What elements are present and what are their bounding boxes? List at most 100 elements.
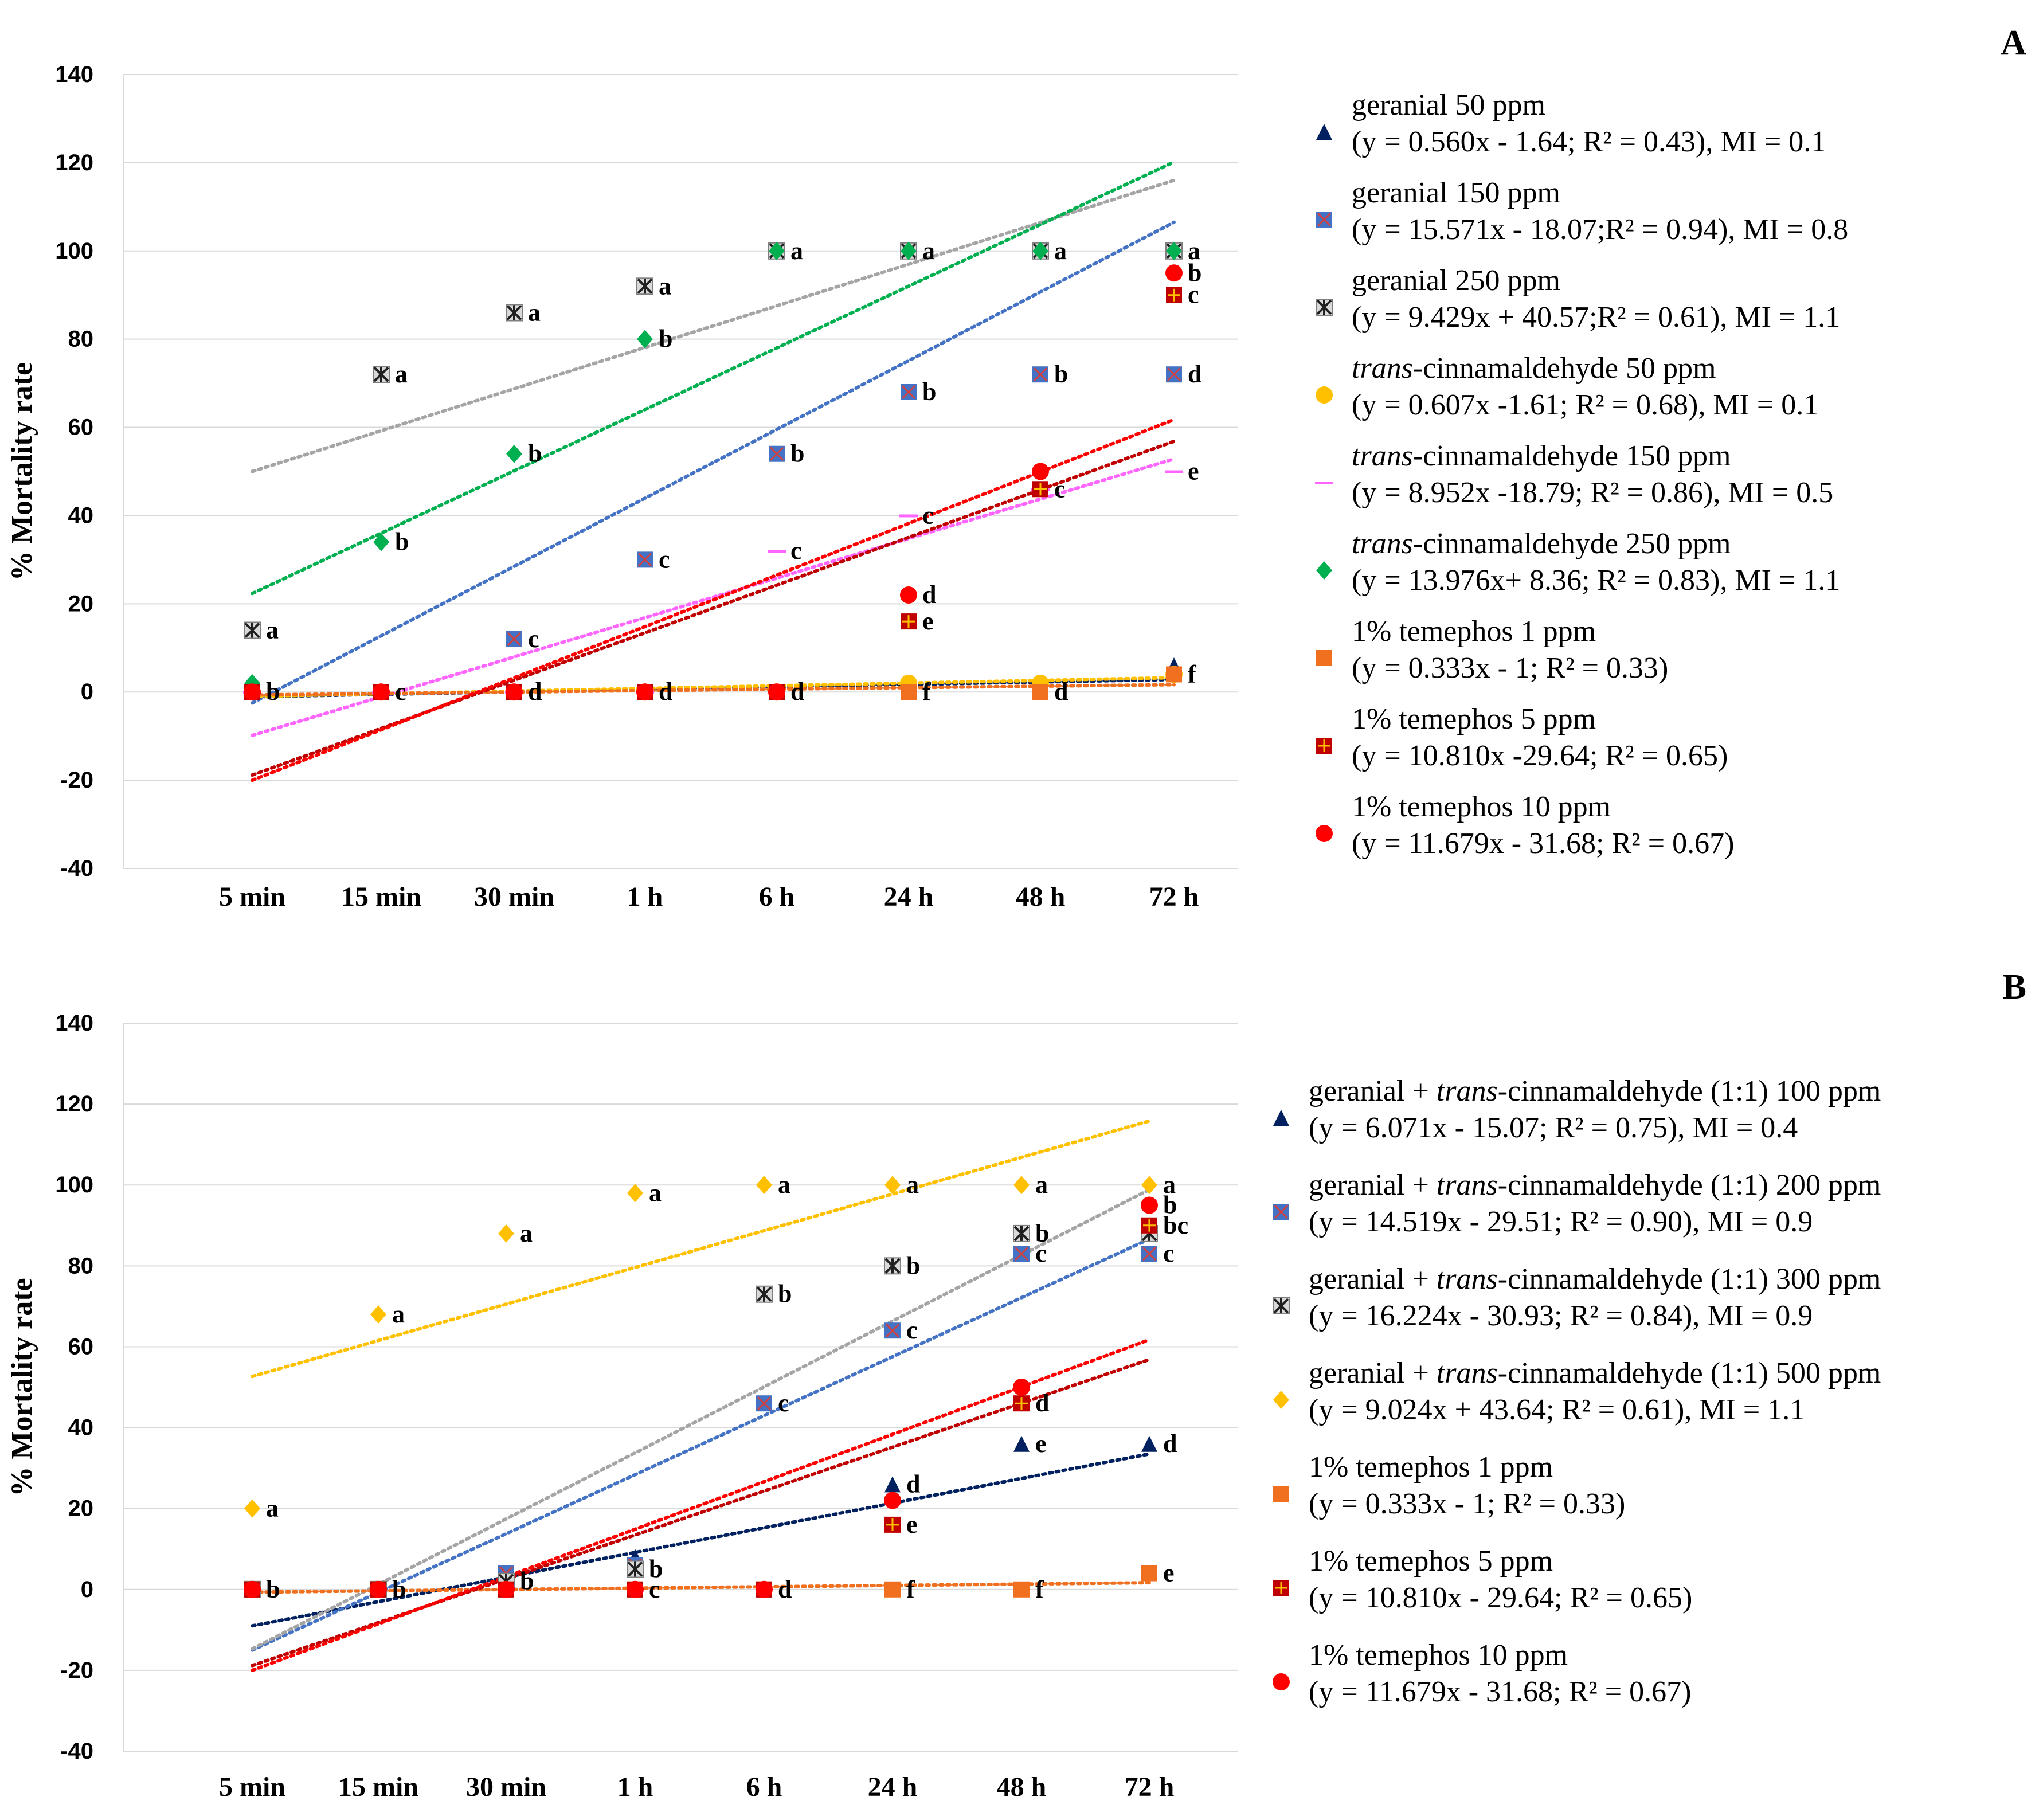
trendline-2 <box>251 1188 1151 1651</box>
data-point-asterisk <box>627 1561 643 1577</box>
significance-letter: d <box>1035 1389 1049 1417</box>
y-tick-label: -40 <box>60 856 93 881</box>
legend: geranial 50 ppm (y = 0.560x - 1.64; R² = … <box>1315 89 1848 860</box>
significance-letter: a <box>395 360 408 388</box>
significance-letter: b <box>1163 1191 1177 1219</box>
significance-letter: d <box>922 581 936 609</box>
trendline-1 <box>251 1237 1151 1652</box>
trendline-8 <box>251 418 1176 782</box>
significance-letter: bc <box>1163 1211 1188 1239</box>
significance-letter: c <box>528 625 539 653</box>
data-point-dash <box>1165 470 1183 473</box>
significance-letter: b <box>649 1555 663 1583</box>
x-tick-label: 6 h <box>746 1772 782 1802</box>
significance-letter: b <box>266 1575 280 1603</box>
data-point-diamond <box>637 330 653 349</box>
significance-letter: c <box>922 501 934 529</box>
legend-name-part: geranial + <box>1309 1075 1437 1107</box>
trendline-1 <box>251 220 1176 705</box>
significance-letter: f <box>1035 1575 1044 1603</box>
data-point-cross <box>886 1518 899 1531</box>
legend-equation: (y = 14.519x - 29.51; R² = 0.90), MI = 0… <box>1309 1205 1813 1238</box>
data-point-diamond <box>627 1184 643 1203</box>
legend-name-part: -cinnamaldehyde 150 ppm <box>1413 440 1731 472</box>
legend-marker-asterisk <box>1273 1298 1289 1314</box>
data-point-dash <box>899 514 918 518</box>
data-point-diamond <box>370 1305 386 1324</box>
significance-letter: b <box>906 1251 920 1279</box>
data-point-circle <box>884 1492 901 1509</box>
significance-letter: c <box>790 537 802 565</box>
data-point-square <box>1166 666 1182 683</box>
legend-name-italic: trans <box>1437 1169 1498 1201</box>
data-point-cross <box>1033 367 1048 382</box>
data-point-asterisk <box>373 366 389 382</box>
data-point-circle <box>244 683 261 701</box>
significance-letter: c <box>395 678 406 706</box>
data-point-cross <box>1143 1219 1156 1232</box>
legend-name-part: -cinnamaldehyde (1:1) 200 ppm <box>1498 1169 1881 1201</box>
y-tick-label: 40 <box>68 1415 94 1441</box>
x-tick-label: 72 h <box>1125 1772 1175 1802</box>
x-tick-label: 48 h <box>1016 882 1066 912</box>
data-point-asterisk <box>637 278 653 294</box>
legend-marker-cross <box>1274 1204 1289 1219</box>
data-point-triangle <box>1013 1435 1030 1452</box>
y-tick-label: 80 <box>68 1253 94 1278</box>
trendline-6 <box>251 1338 1151 1672</box>
legend-equation: (y = 9.429x + 40.57;R² = 0.61), MI = 1.1 <box>1352 301 1840 334</box>
significance-letter: d <box>790 678 804 706</box>
legend-marker-triangle <box>1316 124 1332 140</box>
legend-marker-asterisk <box>1316 299 1332 315</box>
data-point-diamond <box>756 1176 772 1195</box>
legend-equation: (y = 15.571x - 18.07;R² = 0.94), MI = 0.… <box>1352 213 1848 246</box>
gridlines <box>123 1023 1238 1752</box>
significance-letter: a <box>1188 237 1200 265</box>
significance-letter: b <box>790 440 804 468</box>
data-point-square <box>884 1581 901 1598</box>
legend-name-italic: trans <box>1352 440 1413 472</box>
legend-equation: (y = 9.024x + 43.64; R² = 0.61), MI = 1.… <box>1309 1394 1805 1426</box>
legend-name-part: -cinnamaldehyde 250 ppm <box>1413 527 1731 560</box>
legend-name-italic: trans <box>1437 1263 1498 1295</box>
y-axis-title: % Mortality rate <box>6 362 38 581</box>
series-2: a a a a <box>244 242 1183 644</box>
data-point-asterisk <box>884 1258 901 1274</box>
y-tick-label: 120 <box>55 150 93 175</box>
significance-letter: a <box>266 1494 279 1522</box>
y-tick-label: 140 <box>55 1011 93 1036</box>
significance-letter: d <box>528 678 542 706</box>
legend-marker-cross <box>1317 212 1332 227</box>
legend-series-name: trans-cinnamaldehyde 150 ppm <box>1352 440 1731 472</box>
significance-letter: d <box>1054 678 1068 706</box>
trendline-3 <box>251 1119 1151 1379</box>
significance-letter: e <box>1188 457 1199 486</box>
legend-name-part: -cinnamaldehyde (1:1) 100 ppm <box>1498 1075 1881 1107</box>
series-8: b c d d ddb <box>244 259 1201 706</box>
legend-series-name: 1% temephos 5 ppm <box>1309 1545 1553 1578</box>
chart-panel-a: A -40 -20 0 20 40 60 80 100 120 140 % Mortality rat… <box>6 24 2026 912</box>
data-point-diamond <box>506 444 522 463</box>
significance-letter: b <box>520 1567 534 1595</box>
data-point-circle <box>1141 1196 1158 1214</box>
data-point-cross <box>1014 1247 1029 1261</box>
data-point-cross <box>1167 367 1181 382</box>
data-point-diamond <box>769 241 785 260</box>
data-point-cross <box>1168 288 1180 302</box>
x-tick-label: 15 min <box>341 882 421 912</box>
legend-series-name: trans-cinnamaldehyde 50 ppm <box>1352 352 1716 385</box>
significance-letter: e <box>1035 1430 1047 1458</box>
significance-letter: b <box>395 528 409 556</box>
legend-marker-circle <box>1273 1673 1290 1690</box>
data-point-circle <box>900 586 917 604</box>
legend-equation: (y = 0.607x -1.61; R² = 0.68), MI = 0.1 <box>1352 389 1818 421</box>
legend-marker-square <box>1273 1486 1289 1502</box>
series-0: de d <box>244 1430 1177 1598</box>
trendline-5 <box>251 160 1176 596</box>
data-point-diamond <box>1032 241 1048 260</box>
significance-letter: a <box>778 1171 790 1199</box>
legend-equation: (y = 10.810x - 29.64; R² = 0.65) <box>1309 1582 1692 1614</box>
significance-letter: c <box>1035 1239 1047 1267</box>
